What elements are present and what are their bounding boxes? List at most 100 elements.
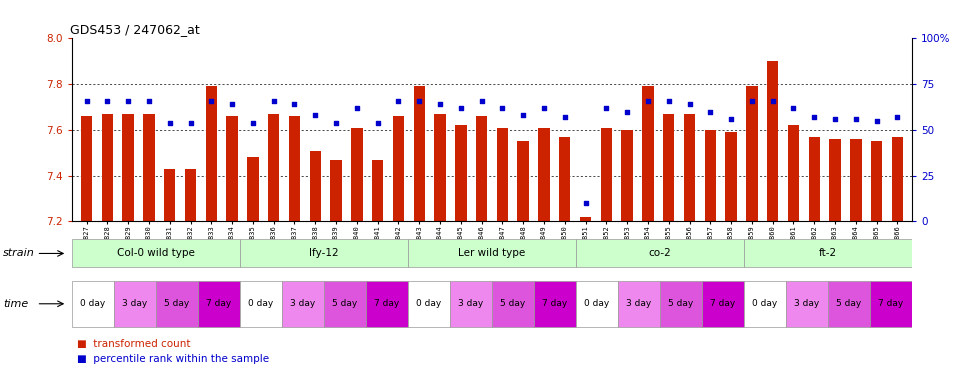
Point <box>120 98 135 104</box>
Text: time: time <box>3 299 28 309</box>
Point <box>703 109 718 115</box>
Point <box>619 109 635 115</box>
Bar <box>744 281 785 327</box>
Bar <box>663 114 675 221</box>
Bar <box>492 281 534 327</box>
Bar <box>184 169 196 221</box>
Point <box>578 200 593 206</box>
Point <box>869 118 884 124</box>
Bar <box>268 114 279 221</box>
Text: GDS453 / 247062_at: GDS453 / 247062_at <box>70 23 200 36</box>
Point <box>412 98 427 104</box>
Text: 3 day: 3 day <box>122 299 148 308</box>
Text: 0 day: 0 day <box>585 299 610 308</box>
Bar <box>450 281 492 327</box>
Bar <box>164 169 176 221</box>
Bar <box>684 114 695 221</box>
Point <box>744 98 759 104</box>
Bar <box>330 160 342 221</box>
Text: 7 day: 7 day <box>710 299 735 308</box>
Point <box>806 114 822 120</box>
Text: 3 day: 3 day <box>794 299 820 308</box>
Point <box>661 98 677 104</box>
Bar <box>309 150 321 221</box>
Text: 5 day: 5 day <box>332 299 358 308</box>
Bar <box>143 114 155 221</box>
Bar <box>576 281 617 327</box>
Bar <box>496 128 508 221</box>
Bar <box>618 281 660 327</box>
Bar <box>455 126 467 221</box>
Point <box>79 98 94 104</box>
Point <box>786 105 802 111</box>
Point <box>141 98 156 104</box>
Text: lfy-12: lfy-12 <box>309 249 339 258</box>
Bar <box>808 137 820 221</box>
Text: 3 day: 3 day <box>290 299 316 308</box>
Bar <box>205 86 217 221</box>
Bar <box>282 281 324 327</box>
Bar <box>199 281 240 327</box>
Bar <box>81 116 92 221</box>
Point <box>537 105 552 111</box>
Bar <box>367 281 408 327</box>
Bar <box>828 281 870 327</box>
Bar <box>767 61 779 221</box>
Bar <box>829 139 841 221</box>
Bar <box>247 157 258 221</box>
Text: 0 day: 0 day <box>753 299 778 308</box>
Bar <box>559 137 570 221</box>
Bar <box>851 139 861 221</box>
Point <box>245 120 260 126</box>
Point <box>225 101 240 107</box>
Text: 3 day: 3 day <box>458 299 484 308</box>
Bar <box>744 239 912 268</box>
Bar <box>114 281 156 327</box>
Point <box>724 116 739 122</box>
Point <box>162 120 178 126</box>
Bar <box>372 160 383 221</box>
Bar <box>434 114 445 221</box>
Point <box>494 105 510 111</box>
Bar <box>351 128 363 221</box>
Text: 0 day: 0 day <box>81 299 106 308</box>
Point <box>890 114 905 120</box>
Point <box>453 105 468 111</box>
Bar <box>156 281 198 327</box>
Bar <box>393 116 404 221</box>
Bar <box>535 281 576 327</box>
Bar <box>517 141 529 221</box>
Point <box>307 112 323 118</box>
Text: co-2: co-2 <box>649 249 671 258</box>
Bar <box>705 130 716 221</box>
Bar <box>642 86 654 221</box>
Text: 0 day: 0 day <box>249 299 274 308</box>
Point <box>328 120 344 126</box>
Point <box>391 98 406 104</box>
Bar <box>871 281 912 327</box>
Point <box>516 112 531 118</box>
Text: 7 day: 7 day <box>878 299 903 308</box>
Text: Col-0 wild type: Col-0 wild type <box>117 249 195 258</box>
Bar <box>601 128 612 221</box>
Point <box>640 98 656 104</box>
Bar <box>227 116 238 221</box>
Bar <box>240 281 281 327</box>
Bar <box>871 141 882 221</box>
Bar <box>414 86 425 221</box>
Point <box>182 120 198 126</box>
Point <box>349 105 365 111</box>
Text: Ler wild type: Ler wild type <box>458 249 526 258</box>
Bar <box>726 132 737 221</box>
Point <box>828 116 843 122</box>
Bar <box>123 114 133 221</box>
Bar <box>102 114 113 221</box>
Text: 3 day: 3 day <box>626 299 652 308</box>
Bar <box>72 239 240 268</box>
Point <box>557 114 572 120</box>
Text: 7 day: 7 day <box>542 299 567 308</box>
Bar <box>72 281 113 327</box>
Bar <box>408 239 576 268</box>
Point <box>204 98 219 104</box>
Point <box>682 101 697 107</box>
